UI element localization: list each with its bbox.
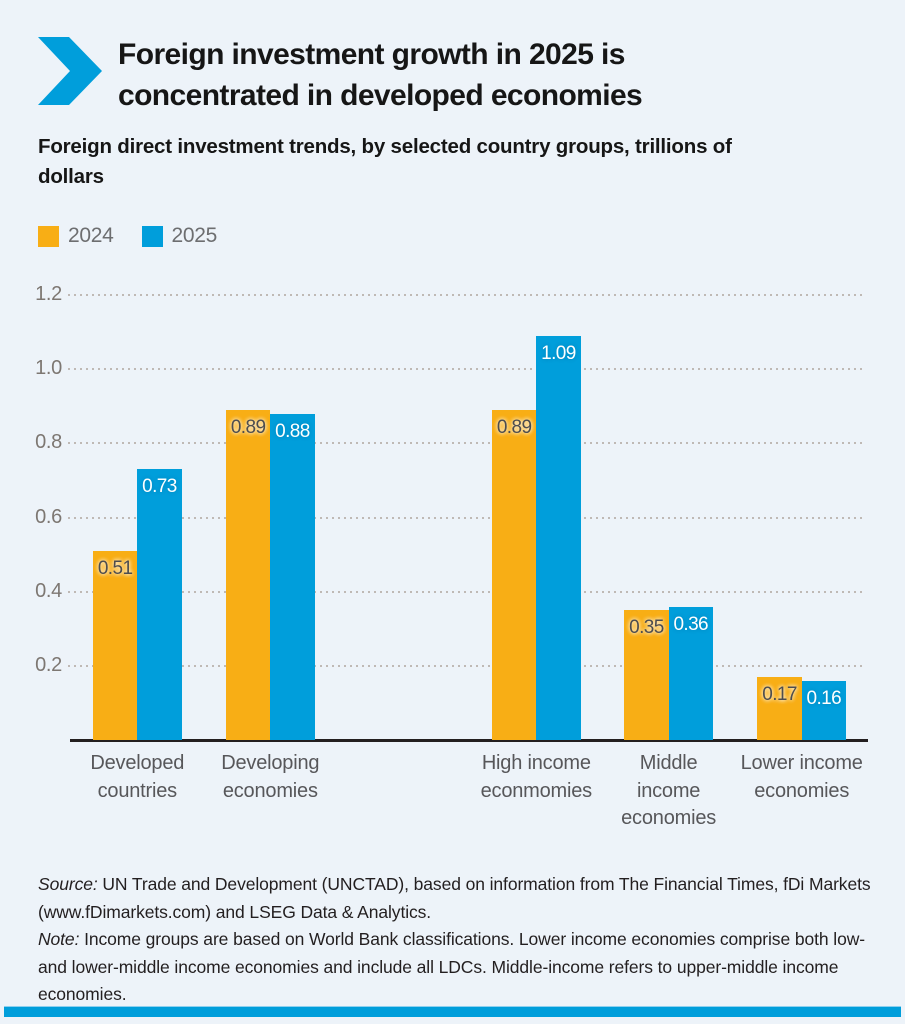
legend: 2024 2025 [38, 224, 245, 248]
title-line-1: Foreign investment growth in 2025 is [118, 38, 625, 71]
x-category-label: Lower income economies [740, 752, 863, 802]
bar-2024-developing-economies: 0.89 [226, 410, 271, 740]
legend-item-2025: 2025 [141, 224, 218, 248]
bar-2025-developing-economies: 0.88 [270, 413, 315, 740]
bar-value-label: 0.51 [97, 557, 133, 579]
legend-swatch-icon [38, 225, 59, 247]
legend-swatch-icon [141, 225, 163, 247]
bar-value-label: 0.35 [629, 617, 664, 639]
subtitle-line-2: dollars [38, 165, 104, 188]
x-category-label: Developed countries [90, 752, 185, 802]
page-title: Foreign investment growth in 2025 is con… [118, 34, 758, 116]
gridline [68, 516, 865, 519]
bar-2024-middle-income-economies: 0.35 [624, 610, 669, 740]
chart-subtitle: Foreign direct investment trends, by sel… [38, 132, 878, 192]
gridline [68, 442, 865, 445]
subtitle-line-1: Foreign direct investment trends, by sel… [38, 135, 732, 158]
y-tick-label: 0.2 [35, 653, 62, 676]
y-tick-label: 0.6 [35, 505, 62, 528]
bar-value-label: 0.16 [806, 687, 842, 709]
source-text: UN Trade and Development (UNCTAD), based… [38, 874, 871, 922]
bar-2025-lower-income-economies: 0.16 [801, 680, 846, 740]
chevron-right-icon [38, 37, 102, 105]
bar-2024-high-income-econmomies: 0.89 [492, 410, 537, 740]
legend-label: 2024 [68, 224, 114, 247]
title-line-2: concentrated in developed economies [118, 79, 643, 112]
footnotes: Source: UN Trade and Development (UNCTAD… [38, 871, 886, 1009]
gridline [68, 294, 865, 296]
y-tick-label: 0.8 [35, 431, 62, 454]
bar-2025-developed-countries: 0.73 [137, 469, 182, 740]
bar-value-label: 0.36 [673, 613, 709, 635]
bottom-accent-bar [4, 1006, 901, 1017]
y-tick-label: 1.0 [35, 357, 62, 380]
bar-value-label: 0.89 [496, 417, 532, 438]
source-label: Source: [38, 874, 98, 894]
x-category-label: Developing economies [221, 752, 320, 802]
gridline [68, 368, 865, 371]
gridline [68, 664, 865, 667]
x-category-label: High income econmomies [480, 752, 593, 802]
y-tick-label: 1.2 [35, 283, 62, 305]
bar-2025-middle-income-economies: 0.36 [668, 606, 713, 740]
note-text: Income groups are based on World Bank cl… [38, 929, 865, 1005]
bar-value-label: 0.88 [275, 420, 310, 442]
bar-value-label: 0.89 [230, 417, 266, 438]
bar-value-label: 0.17 [762, 684, 797, 705]
x-axis-line [70, 739, 868, 742]
gridline [68, 590, 865, 593]
bar-2025-high-income-econmomies: 1.09 [536, 335, 581, 740]
y-tick-label: 0.4 [35, 579, 62, 602]
bar-value-label: 1.09 [541, 342, 576, 364]
legend-label: 2025 [171, 224, 218, 247]
legend-item-2024: 2024 [38, 224, 114, 248]
x-category-label: Middle income economies [621, 752, 717, 829]
bar-value-label: 0.73 [142, 476, 177, 498]
note-label: Note: [38, 929, 80, 950]
bar-2024-developed-countries: 0.51 [93, 550, 138, 740]
bar-2024-lower-income-economies: 0.17 [757, 677, 802, 740]
